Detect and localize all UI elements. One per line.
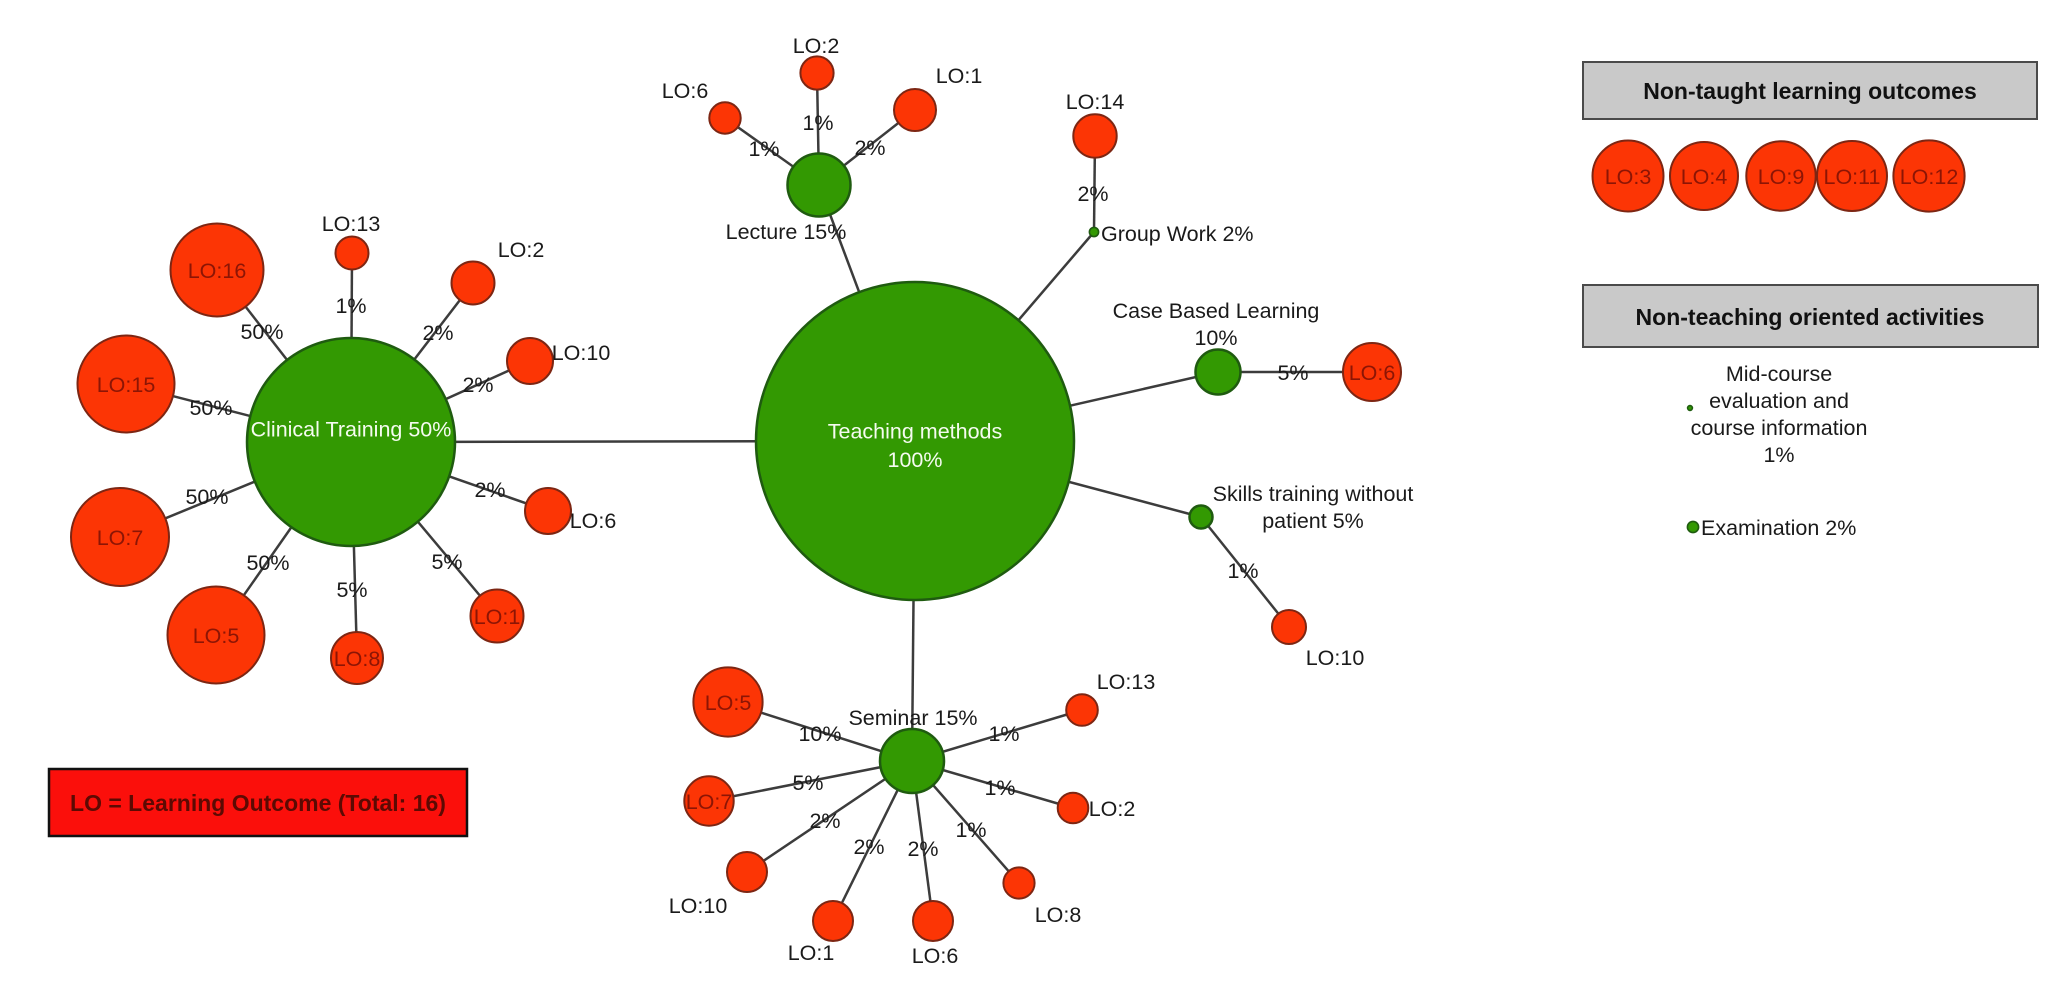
svg-text:patient 5%: patient 5% (1262, 509, 1364, 533)
svg-text:LO:14: LO:14 (1066, 90, 1125, 114)
svg-text:1%: 1% (1763, 443, 1794, 467)
svg-text:LO:4: LO:4 (1681, 165, 1728, 189)
svg-text:2%: 2% (907, 837, 938, 861)
svg-text:LO:7: LO:7 (97, 526, 144, 550)
svg-text:LO:10: LO:10 (669, 894, 728, 918)
svg-text:1%: 1% (988, 722, 1019, 746)
svg-text:LO:1: LO:1 (936, 64, 983, 88)
svg-text:LO:5: LO:5 (705, 691, 752, 715)
svg-text:1%: 1% (984, 776, 1015, 800)
svg-text:LO:12: LO:12 (1900, 165, 1959, 189)
svg-text:Lecture 15%: Lecture 15% (726, 220, 847, 244)
svg-text:Teaching methods: Teaching methods (828, 420, 1003, 444)
svg-text:2%: 2% (854, 136, 885, 160)
svg-text:2%: 2% (474, 478, 505, 502)
svg-text:Group Work 2%: Group Work 2% (1101, 222, 1254, 246)
svg-text:LO:5: LO:5 (193, 624, 240, 648)
svg-text:50%: 50% (240, 320, 283, 344)
svg-text:2%: 2% (462, 373, 493, 397)
svg-text:5%: 5% (431, 550, 462, 574)
svg-text:2%: 2% (422, 321, 453, 345)
svg-text:LO:16: LO:16 (188, 259, 247, 283)
svg-text:Examination 2%: Examination 2% (1701, 516, 1856, 540)
svg-text:5%: 5% (336, 578, 367, 602)
svg-text:LO:1: LO:1 (474, 605, 521, 629)
svg-text:50%: 50% (246, 551, 289, 575)
svg-text:Skills training without: Skills training without (1213, 482, 1414, 506)
svg-text:2%: 2% (809, 809, 840, 833)
svg-text:LO:15: LO:15 (97, 373, 156, 397)
svg-text:LO:2: LO:2 (793, 34, 840, 58)
svg-text:LO:8: LO:8 (1035, 903, 1082, 927)
svg-text:5%: 5% (1277, 361, 1308, 385)
svg-text:LO:7: LO:7 (686, 790, 733, 814)
svg-text:50%: 50% (185, 485, 228, 509)
svg-text:LO:10: LO:10 (552, 341, 611, 365)
svg-text:2%: 2% (853, 835, 884, 859)
svg-text:100%: 100% (888, 448, 943, 472)
svg-text:LO:3: LO:3 (1605, 165, 1652, 189)
svg-text:1%: 1% (748, 137, 779, 161)
svg-text:LO:8: LO:8 (334, 647, 381, 671)
svg-text:LO:6: LO:6 (912, 944, 959, 968)
svg-text:LO:2: LO:2 (498, 238, 545, 262)
svg-text:LO:6: LO:6 (662, 79, 709, 103)
svg-text:10%: 10% (1194, 326, 1237, 350)
svg-text:Seminar 15%: Seminar 15% (848, 706, 977, 730)
svg-text:1%: 1% (955, 818, 986, 842)
svg-text:Mid-course: Mid-course (1726, 362, 1832, 386)
svg-text:LO:6: LO:6 (1349, 361, 1396, 385)
svg-text:2%: 2% (1077, 182, 1108, 206)
svg-text:LO:6: LO:6 (570, 509, 617, 533)
svg-text:LO:11: LO:11 (1824, 165, 1881, 189)
svg-text:LO = Learning Outcome (Total:: LO = Learning Outcome (Total: 16) (70, 790, 446, 816)
svg-text:Case Based Learning: Case Based Learning (1113, 299, 1320, 323)
svg-text:LO:13: LO:13 (322, 212, 381, 236)
svg-text:Non-teaching oriented activiti: Non-teaching oriented activities (1636, 304, 1985, 330)
svg-text:5%: 5% (792, 771, 823, 795)
svg-text:1%: 1% (802, 111, 833, 135)
svg-text:LO:10: LO:10 (1306, 646, 1365, 670)
svg-text:1%: 1% (335, 294, 366, 318)
svg-text:LO:2: LO:2 (1089, 797, 1136, 821)
svg-text:course information: course information (1691, 416, 1868, 440)
svg-text:Non-taught learning outcomes: Non-taught learning outcomes (1643, 78, 1977, 104)
svg-text:LO:1: LO:1 (788, 941, 835, 965)
svg-text:LO:13: LO:13 (1097, 670, 1156, 694)
svg-text:10%: 10% (798, 722, 841, 746)
svg-text:evaluation and: evaluation and (1709, 389, 1849, 413)
svg-text:Clinical Training 50%: Clinical Training 50% (251, 418, 452, 442)
svg-text:50%: 50% (189, 396, 232, 420)
svg-text:LO:9: LO:9 (1758, 165, 1805, 189)
svg-text:1%: 1% (1227, 559, 1258, 583)
